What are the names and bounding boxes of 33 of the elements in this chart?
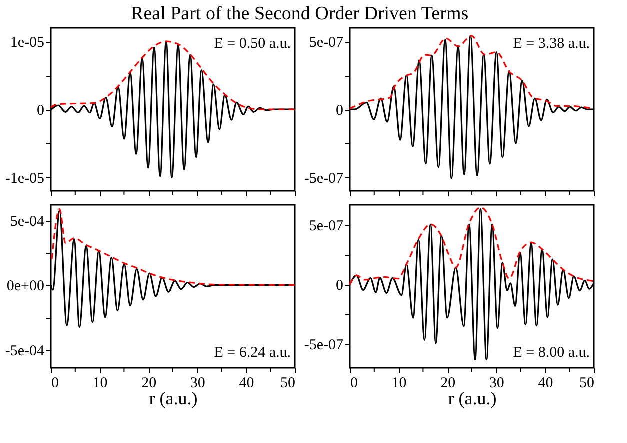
- x-tick-label: 50: [280, 376, 296, 392]
- annotation: E = 0.50 a.u.: [214, 36, 291, 52]
- y-tick-label: -5e-07: [304, 170, 344, 187]
- x-tick-label: 10: [392, 376, 407, 392]
- annotation: E = 8.00 a.u.: [513, 345, 590, 361]
- y-tick-label: 1e-05: [10, 35, 44, 52]
- x-tick-label: 0: [350, 376, 358, 392]
- y-tick-label: -1e-05: [5, 170, 44, 187]
- line-series: [349, 206, 595, 286]
- line-series: [51, 208, 296, 286]
- y-tick-label: 0: [37, 103, 44, 119]
- y-tick-label: 0e+00: [6, 278, 44, 295]
- x-tick-label: 0: [52, 376, 59, 392]
- y-tick-label: -5e-04: [5, 343, 45, 360]
- x-axis-title: r (a.u.): [149, 388, 198, 408]
- y-tick-label: 0: [336, 278, 344, 294]
- x-tick-label: 30: [190, 376, 206, 392]
- y-tick-label: 5e-04: [10, 214, 45, 230]
- annotation: E = 3.38 a.u.: [513, 36, 590, 52]
- y-tick-label: 5e-07: [309, 35, 344, 52]
- x-axis-title: r (a.u.): [448, 388, 497, 408]
- y-tick-label: 0: [336, 103, 344, 119]
- x-tick-label: 10: [92, 376, 108, 392]
- y-tick-label: 5e-07: [309, 218, 344, 235]
- x-tick-label: 50: [580, 376, 594, 392]
- x-tick-label: 40: [239, 376, 254, 392]
- x-tick-label: 30: [489, 376, 504, 392]
- annotation: E = 6.24 a.u.: [214, 345, 291, 361]
- chart-title: Real Part of the Second Order Driven Terms: [131, 3, 469, 24]
- x-tick-label: 20: [440, 376, 456, 392]
- x-tick-label: 40: [538, 376, 554, 392]
- y-tick-label: -5e-07: [304, 338, 344, 354]
- x-tick-label: 20: [142, 376, 157, 392]
